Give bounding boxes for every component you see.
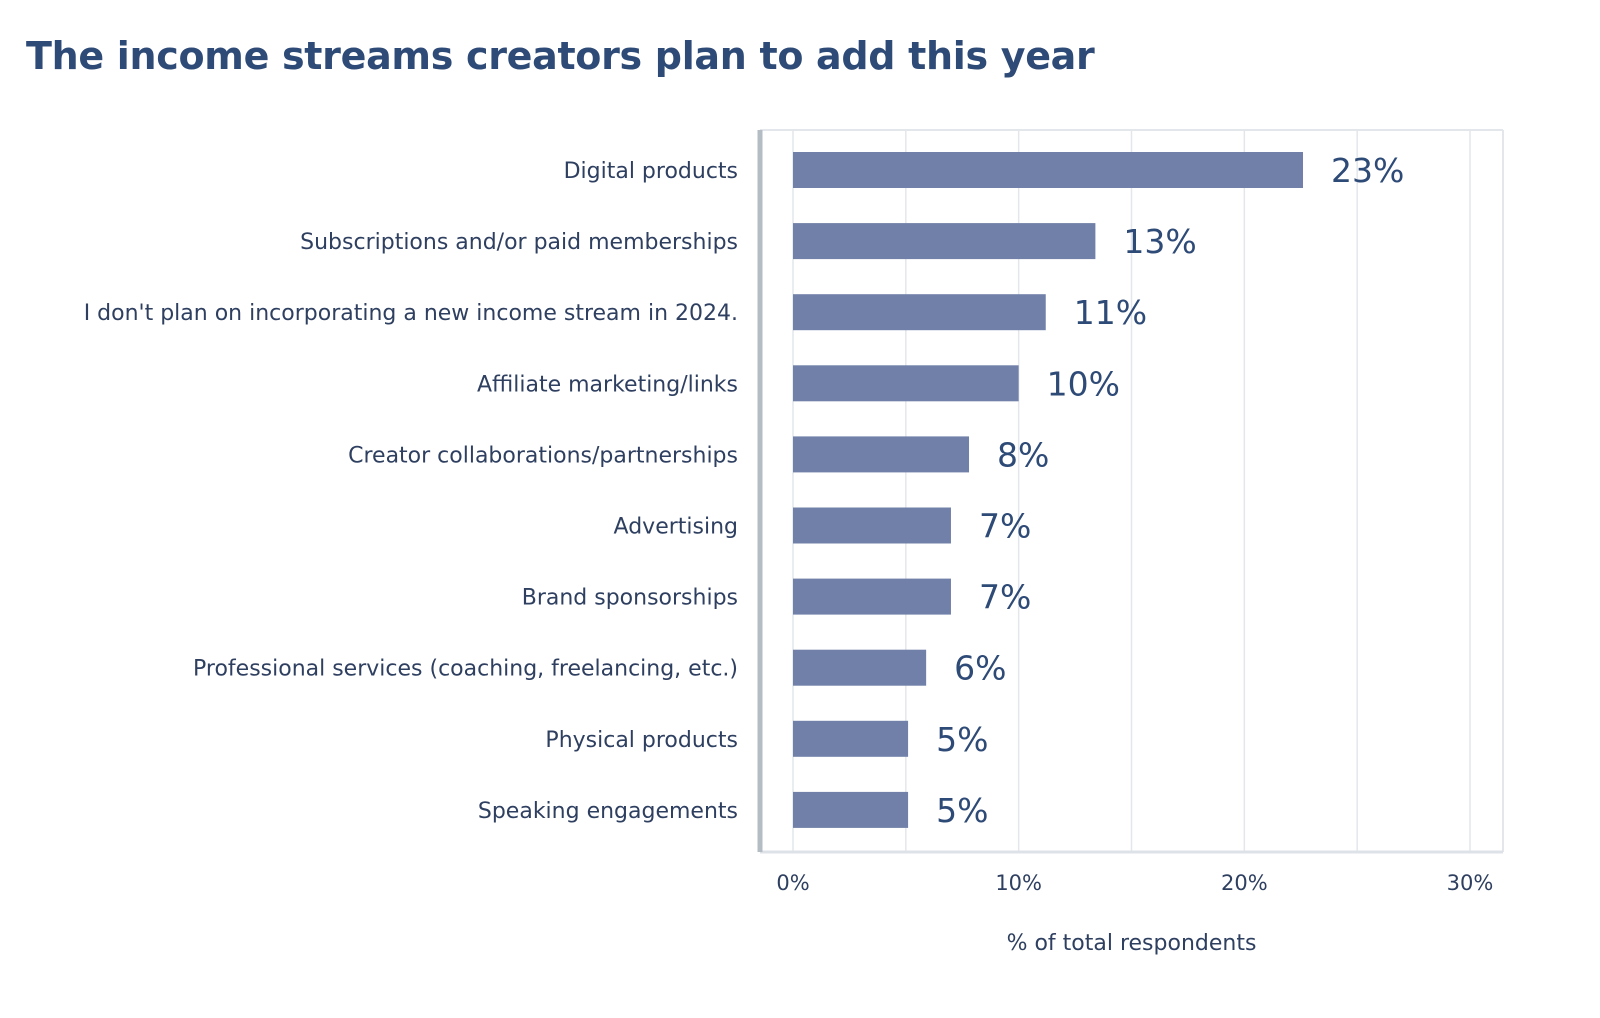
- data-label: 7%: [979, 578, 1031, 617]
- data-label: 23%: [1331, 151, 1404, 190]
- x-tick-label: 10%: [995, 871, 1042, 895]
- category-label: Subscriptions and/or paid memberships: [300, 230, 738, 255]
- data-label: 11%: [1074, 293, 1147, 332]
- x-axis-ticks: 0% 10% 20% 30%: [776, 871, 1493, 895]
- bar: [793, 436, 970, 473]
- category-label: Speaking engagements: [478, 799, 738, 824]
- category-label: Affiliate marketing/links: [477, 372, 738, 397]
- chart-title: The income streams creators plan to add …: [26, 34, 1095, 78]
- bar: [793, 152, 1304, 188]
- bar: [793, 507, 951, 544]
- bar: [793, 365, 1019, 402]
- data-label: 5%: [936, 791, 988, 830]
- category-label: Professional services (coaching, freelan…: [193, 657, 738, 682]
- x-tick-label: 20%: [1221, 871, 1268, 895]
- x-axis-title: % of total respondents: [1007, 931, 1257, 956]
- category-label: Advertising: [614, 515, 738, 540]
- category-label: Creator collaborations/partnerships: [348, 443, 738, 468]
- plot-frame: [757, 129, 1504, 854]
- x-tick-label: 30%: [1447, 871, 1494, 895]
- bar: [793, 649, 927, 686]
- category-label: Physical products: [545, 728, 738, 753]
- x-tick-label: 0%: [776, 871, 809, 895]
- data-label: 7%: [979, 507, 1031, 546]
- value-labels: 23% 13% 11% 10% 8% 7% 7% 6% 5% 5%: [936, 151, 1404, 830]
- data-label: 10%: [1047, 364, 1120, 403]
- data-label: 13%: [1123, 222, 1196, 261]
- category-label: Digital products: [564, 159, 738, 184]
- bar: [793, 578, 951, 615]
- category-label: Brand sponsorships: [522, 586, 738, 611]
- bar: [793, 720, 909, 757]
- data-label: 6%: [954, 649, 1006, 688]
- data-label: 8%: [997, 435, 1049, 474]
- bar: [793, 294, 1046, 331]
- bar: [793, 223, 1096, 260]
- bar: [793, 791, 909, 828]
- data-label: 5%: [936, 720, 988, 759]
- bars: [793, 152, 1304, 828]
- category-labels: Digital products Subscriptions and/or pai…: [84, 159, 738, 824]
- category-label: I don't plan on incorporating a new inco…: [84, 301, 738, 326]
